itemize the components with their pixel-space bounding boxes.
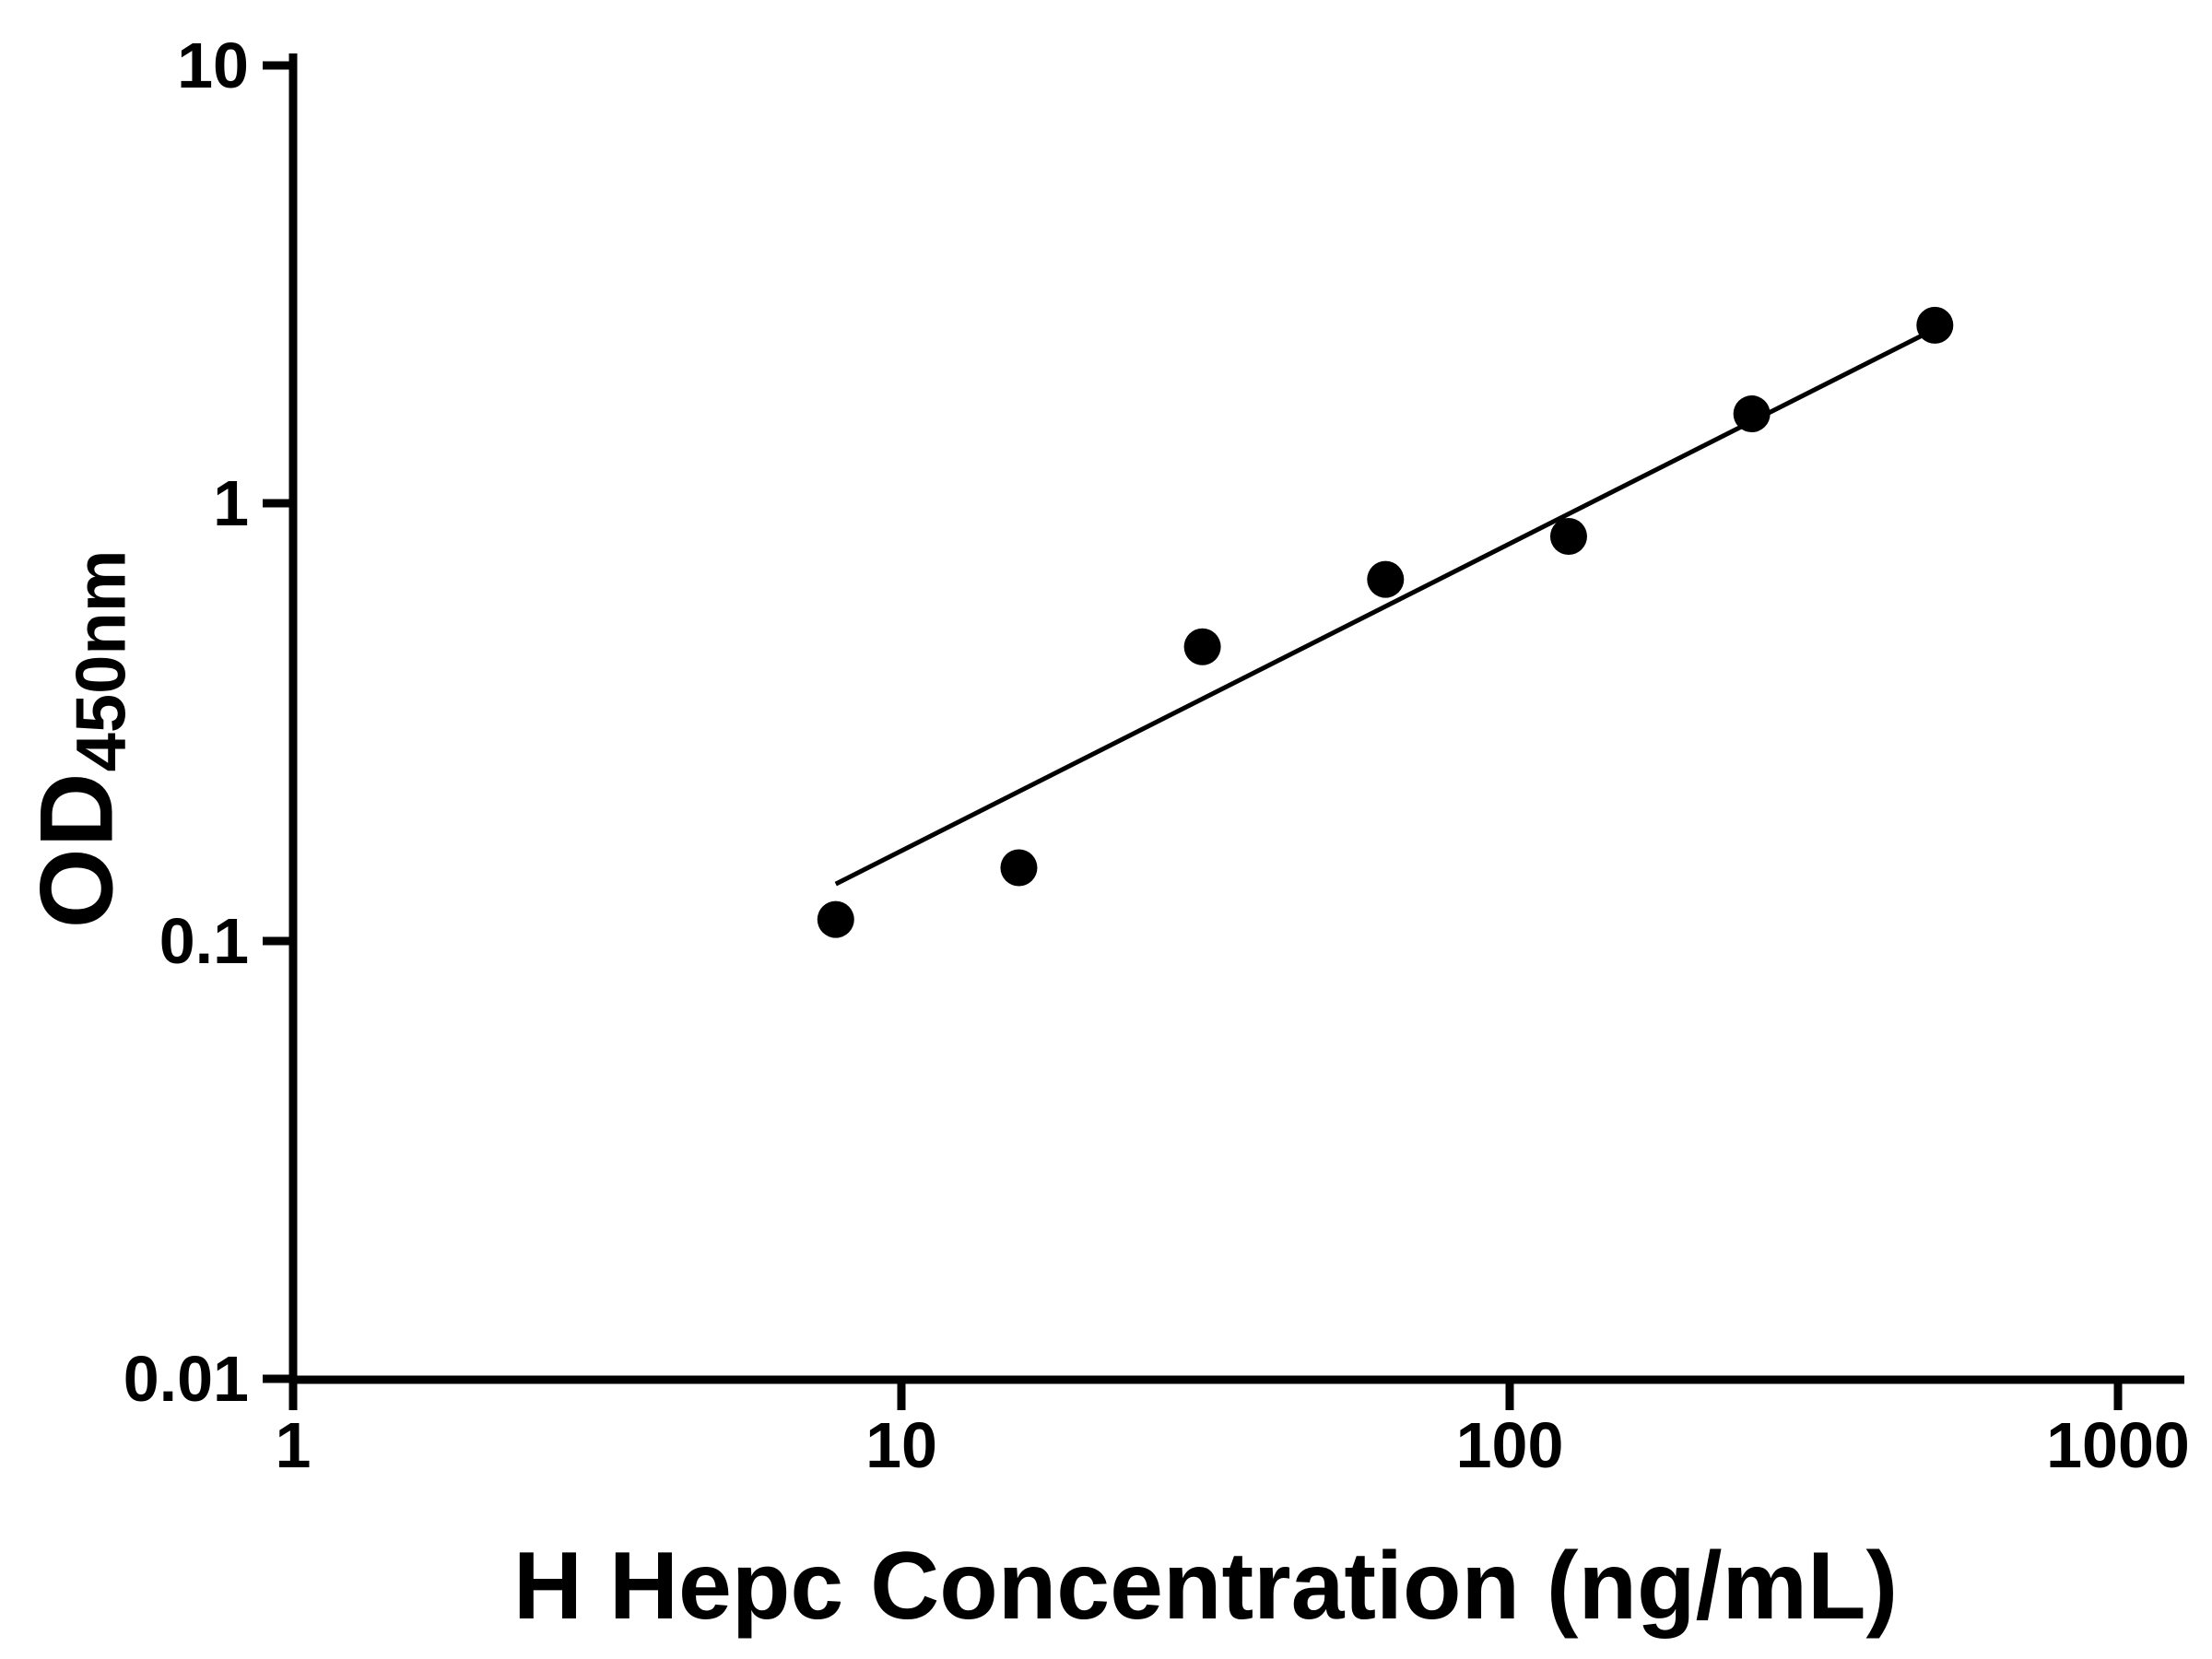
x-tick-label: 1 <box>276 1409 312 1481</box>
y-tick-label: 10 <box>177 29 249 101</box>
data-point <box>1916 306 1954 344</box>
data-point <box>1183 628 1221 665</box>
x-tick-label: 100 <box>1456 1409 1564 1481</box>
y-axis-title-subscript: 450nm <box>62 549 141 772</box>
data-point <box>1000 849 1038 887</box>
x-tick-label: 10 <box>865 1409 937 1481</box>
data-point <box>1733 395 1771 433</box>
y-tick-label: 0.01 <box>124 1343 249 1415</box>
x-axis-title: H Hepc Concentration (ng/mL) <box>512 1533 1899 1640</box>
y-axis-title-main: OD <box>18 771 135 929</box>
x-tick-label: 1000 <box>2046 1409 2190 1481</box>
y-tick-label: 0.1 <box>159 905 249 977</box>
y-tick-label: 1 <box>213 467 249 539</box>
data-point <box>1367 560 1405 598</box>
data-point <box>817 900 854 938</box>
data-point <box>1549 517 1587 555</box>
y-axis-title: OD450nm <box>18 550 142 929</box>
